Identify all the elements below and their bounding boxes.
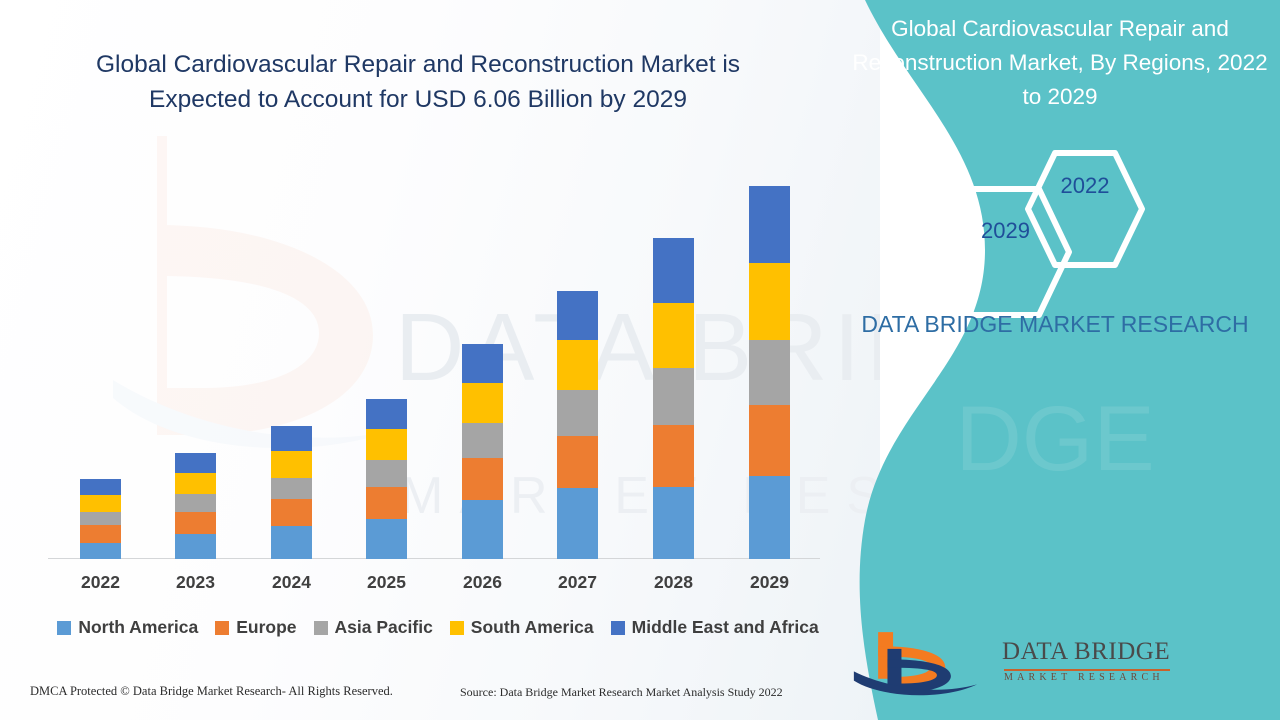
bar-segment-2027-asia-pacific	[557, 389, 598, 436]
x-axis-label-2027: 2027	[558, 572, 597, 592]
bar-segment-2023-europe	[175, 511, 216, 534]
bar-2029	[749, 186, 790, 559]
chart-legend: North America Europe Asia Pacific South Ame…	[48, 617, 828, 638]
x-axis-label-2029: 2029	[750, 572, 789, 592]
bar-segment-2023-north-america	[175, 533, 216, 559]
legend-item-asia-pacific[interactable]: Asia Pacific	[313, 617, 433, 638]
legend-swatch-icon	[313, 620, 328, 635]
bar-2024	[271, 426, 312, 559]
source-note: Source: Data Bridge Market Research Mark…	[460, 685, 783, 699]
x-axis-label-2026: 2026	[463, 572, 502, 592]
bar-segment-2024-south-america	[271, 450, 312, 478]
bar-segment-2028-asia-pacific	[653, 368, 694, 425]
bar-segment-2029-europe	[749, 404, 790, 476]
bar-segment-2024-middle-east-and-africa	[271, 426, 312, 451]
bar-2026	[462, 344, 503, 559]
databridge-b-icon	[853, 632, 978, 696]
bar-2023	[175, 453, 216, 559]
panel-title: Global Cardiovascular Repair and Reconst…	[852, 16, 1268, 109]
bar-segment-2022-middle-east-and-africa	[80, 479, 121, 495]
bar-segment-2029-asia-pacific	[749, 340, 790, 405]
background-gradient	[0, 0, 880, 720]
bar-segment-2022-asia-pacific	[80, 512, 121, 525]
bar-segment-2024-asia-pacific	[271, 477, 312, 499]
legend-swatch-icon	[57, 620, 72, 635]
bar-segment-2022-europe	[80, 525, 121, 543]
chart-panel: DATA BRIDGE MARKET RESEARCH Global Cardi…	[0, 0, 880, 720]
legend-label: Asia Pacific	[334, 617, 433, 637]
hexagon-2022	[1025, 150, 1145, 268]
bar-segment-2029-middle-east-and-africa	[749, 186, 790, 264]
logo-wordmark: DATA BRIDGE	[1002, 638, 1171, 665]
bar-segment-2023-middle-east-and-africa	[175, 453, 216, 474]
bar-segment-2025-north-america	[366, 518, 407, 559]
bar-segment-2023-south-america	[175, 473, 216, 495]
watermark-logo-icon	[113, 136, 395, 449]
bar-2025	[366, 399, 407, 559]
teal-curved-background: DGE	[859, 0, 1280, 720]
bar-segment-2025-south-america	[366, 429, 407, 461]
x-axis-label-2028: 2028	[654, 572, 693, 592]
bar-segment-2024-north-america	[271, 526, 312, 559]
company-logo: DATA BRIDGE MARKET RESEARCH	[852, 628, 1170, 696]
legend-item-north-america[interactable]: North America	[57, 617, 198, 638]
legend-item-middle-east-and-africa[interactable]: Middle East and Africa	[610, 617, 819, 638]
bar-segment-2025-middle-east-and-africa	[366, 399, 407, 430]
bar-segment-2026-asia-pacific	[462, 422, 503, 459]
legend-label: Europe	[236, 617, 297, 637]
bar-segment-2025-europe	[366, 486, 407, 519]
bar-segment-2028-middle-east-and-africa	[653, 238, 694, 303]
legend-label: Middle East and Africa	[631, 617, 819, 637]
logo-divider	[1004, 669, 1170, 671]
stacked-bar-chart: 2022 2023 2024 2025 2026 2027 2028 2029	[48, 186, 820, 592]
hexagon-2029-label: 2029	[981, 218, 1030, 243]
hexagon-2022-label: 2022	[1060, 173, 1110, 198]
bar-segment-2026-south-america	[462, 382, 503, 423]
x-axis-line	[48, 558, 820, 559]
legend-label: North America	[78, 617, 199, 637]
bar-segment-2026-middle-east-and-africa	[462, 344, 503, 383]
legend-item-south-america[interactable]: South America	[449, 617, 594, 638]
x-axis-label-2022: 2022	[81, 572, 120, 592]
bar-segment-2026-europe	[462, 458, 503, 501]
bar-segment-2028-north-america	[653, 487, 694, 559]
bar-segment-2027-europe	[557, 435, 598, 488]
brand-name: DATA BRIDGE MARKET RESEARCH	[861, 311, 1249, 337]
brand-panel: DGE Global Cardiovascular Repair and Rec…	[830, 0, 1280, 720]
bar-segment-2028-europe	[653, 425, 694, 487]
bar-segment-2024-europe	[271, 498, 312, 527]
copyright-notice: DMCA Protected © Data Bridge Market Rese…	[30, 684, 393, 698]
bar-segment-2028-south-america	[653, 303, 694, 368]
chart-title: Global Cardiovascular Repair and Reconst…	[95, 51, 741, 113]
legend-swatch-icon	[215, 620, 230, 635]
bar-segment-2027-middle-east-and-africa	[557, 291, 598, 340]
bar-segment-2022-north-america	[80, 543, 121, 559]
bar-2027	[557, 291, 598, 559]
hexagon-2029	[939, 186, 1072, 318]
bar-segment-2022-south-america	[80, 495, 121, 512]
bar-segment-2027-south-america	[557, 339, 598, 390]
bar-2028	[653, 238, 694, 559]
logo-tagline: MARKET RESEARCH	[1004, 672, 1164, 683]
x-axis-label-2025: 2025	[367, 572, 406, 592]
legend-swatch-icon	[610, 620, 625, 635]
bar-segment-2026-north-america	[462, 500, 503, 559]
bar-2022	[80, 479, 121, 559]
legend-label: South America	[470, 617, 594, 637]
bar-segment-2029-north-america	[749, 475, 790, 559]
legend-item-europe[interactable]: Europe	[215, 617, 297, 638]
legend-swatch-icon	[449, 620, 464, 635]
bar-segment-2025-asia-pacific	[366, 460, 407, 487]
svg-text:DGE: DGE	[955, 388, 1154, 490]
bar-segment-2027-north-america	[557, 487, 598, 559]
bar-segment-2029-south-america	[749, 263, 790, 341]
x-axis-label-2023: 2023	[176, 572, 215, 592]
bar-segment-2023-asia-pacific	[175, 494, 216, 512]
x-axis-label-2024: 2024	[272, 572, 311, 592]
